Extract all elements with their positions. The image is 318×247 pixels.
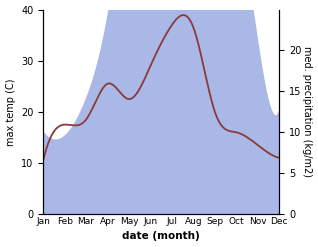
Y-axis label: max temp (C): max temp (C) <box>5 78 16 145</box>
Y-axis label: med. precipitation (kg/m2): med. precipitation (kg/m2) <box>302 46 313 177</box>
X-axis label: date (month): date (month) <box>122 231 200 242</box>
